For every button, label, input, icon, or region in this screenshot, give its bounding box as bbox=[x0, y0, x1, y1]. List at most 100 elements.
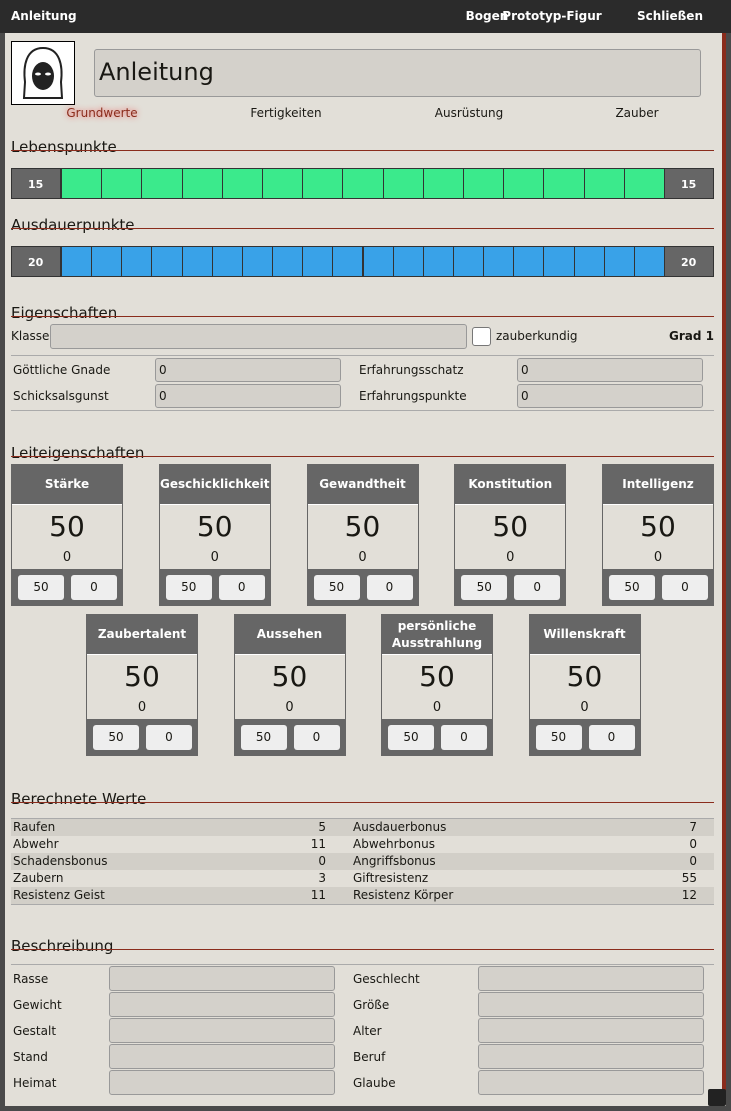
attribute-bonus[interactable]: 0 bbox=[71, 575, 117, 600]
bar-box[interactable] bbox=[61, 168, 103, 199]
class-input[interactable] bbox=[50, 324, 467, 349]
attribute-card: Stärke 50 0 50 0 bbox=[11, 464, 123, 606]
tab[interactable]: Fertigkeiten bbox=[250, 106, 322, 120]
attribute-base[interactable]: 50 bbox=[165, 575, 212, 600]
attribute-base[interactable]: 50 bbox=[461, 575, 508, 600]
bar-box[interactable] bbox=[101, 168, 143, 199]
attribute-card: persönliche Ausstrahlung 50 0 50 0 bbox=[381, 614, 493, 756]
computed-value: 7 bbox=[689, 820, 697, 834]
bar-box[interactable] bbox=[503, 168, 545, 199]
header-button[interactable]: Prototyp-Figur bbox=[502, 9, 602, 23]
description-input[interactable] bbox=[109, 1070, 335, 1095]
computed-label: Abwehrbonus bbox=[353, 837, 435, 851]
attribute-base[interactable]: 50 bbox=[93, 725, 139, 750]
attribute-bonus[interactable]: 0 bbox=[146, 725, 192, 750]
attribute-mod: 0 bbox=[62, 550, 72, 565]
description-label: Geschlecht bbox=[353, 972, 420, 986]
attribute-bonus[interactable]: 0 bbox=[293, 725, 340, 750]
bar-box[interactable] bbox=[463, 168, 505, 199]
bar-box[interactable] bbox=[302, 246, 334, 277]
bar-box[interactable] bbox=[121, 246, 153, 277]
bar-box[interactable] bbox=[181, 246, 213, 277]
field-input[interactable]: 0 bbox=[155, 358, 341, 382]
checkbox[interactable] bbox=[472, 327, 491, 346]
bar-box[interactable] bbox=[211, 246, 243, 277]
description-label: Glaube bbox=[353, 1076, 396, 1090]
attribute-bonus[interactable]: 0 bbox=[218, 575, 265, 600]
description-input[interactable] bbox=[478, 1044, 704, 1069]
bar-box[interactable] bbox=[543, 168, 585, 199]
description-label: Gestalt bbox=[13, 1024, 57, 1038]
attribute-base[interactable]: 50 bbox=[18, 575, 64, 600]
bar-box[interactable] bbox=[61, 246, 93, 277]
resize-handle[interactable] bbox=[708, 1089, 726, 1106]
bar-box[interactable] bbox=[141, 168, 183, 199]
field-input[interactable]: 0 bbox=[517, 358, 703, 382]
attribute-name: Willenskraft bbox=[529, 615, 640, 655]
description-label: Größe bbox=[353, 998, 390, 1012]
description-input[interactable] bbox=[478, 966, 704, 991]
bar-box[interactable] bbox=[262, 168, 304, 199]
divider bbox=[11, 904, 714, 905]
portrait[interactable] bbox=[11, 41, 75, 105]
tab[interactable]: Ausrüstung bbox=[434, 106, 504, 120]
bar-box[interactable] bbox=[362, 246, 394, 277]
attribute-bonus[interactable]: 0 bbox=[662, 575, 708, 600]
attribute-base[interactable]: 50 bbox=[388, 725, 434, 750]
bar-box[interactable] bbox=[241, 246, 274, 277]
bar-box[interactable] bbox=[392, 246, 424, 277]
bar-box[interactable] bbox=[221, 168, 263, 199]
field-input[interactable]: 0 bbox=[155, 384, 341, 408]
name-input[interactable]: Anleitung bbox=[94, 49, 701, 97]
attribute-bonus[interactable]: 0 bbox=[441, 725, 487, 750]
bar-box[interactable] bbox=[302, 168, 344, 199]
bar-box[interactable] bbox=[452, 246, 485, 277]
attribute-value: 50 bbox=[492, 510, 529, 543]
field-input[interactable]: 0 bbox=[517, 384, 703, 408]
bar-box[interactable] bbox=[513, 246, 545, 277]
bar-box[interactable] bbox=[151, 246, 183, 277]
bar-box[interactable] bbox=[422, 246, 454, 277]
window-title: Anleitung bbox=[11, 9, 77, 23]
attribute-bonus[interactable]: 0 bbox=[366, 575, 413, 600]
bar-box[interactable] bbox=[422, 168, 464, 199]
header-button[interactable]: Schließen bbox=[637, 9, 703, 23]
attribute-card: Willenskraft 50 0 50 0 bbox=[528, 614, 641, 756]
bar-box[interactable] bbox=[272, 246, 304, 277]
description-input[interactable] bbox=[109, 1018, 335, 1043]
bar-box[interactable] bbox=[603, 246, 635, 277]
bar-box[interactable] bbox=[382, 168, 424, 199]
divider bbox=[11, 964, 714, 965]
tab[interactable]: Zauber bbox=[615, 106, 659, 120]
attribute-value: 50 bbox=[49, 510, 85, 543]
description-input[interactable] bbox=[109, 992, 335, 1017]
bar-box[interactable] bbox=[181, 168, 223, 199]
computed-value: 55 bbox=[681, 871, 697, 885]
section-title: Lebenspunkte bbox=[11, 138, 117, 156]
bar-box[interactable] bbox=[583, 168, 625, 199]
description-input[interactable] bbox=[109, 1044, 335, 1069]
attribute-base[interactable]: 50 bbox=[240, 725, 287, 750]
bar-box[interactable] bbox=[573, 246, 605, 277]
attribute-bonus[interactable]: 0 bbox=[588, 725, 635, 750]
description-input[interactable] bbox=[109, 966, 335, 991]
attribute-bonus[interactable]: 0 bbox=[514, 575, 561, 600]
bar-box[interactable] bbox=[623, 168, 665, 199]
attribute-name: Konstitution bbox=[455, 465, 566, 505]
bar-box[interactable] bbox=[342, 168, 384, 199]
bar-box[interactable] bbox=[332, 246, 364, 277]
bar-box[interactable] bbox=[483, 246, 515, 277]
description-input[interactable] bbox=[478, 992, 704, 1017]
computed-label: Ausdauerbonus bbox=[353, 820, 447, 834]
description-input[interactable] bbox=[478, 1018, 704, 1043]
bar-box[interactable] bbox=[543, 246, 575, 277]
header-button[interactable]: Bogen bbox=[465, 9, 509, 23]
description-input[interactable] bbox=[478, 1070, 704, 1095]
bar-box[interactable] bbox=[91, 246, 123, 277]
attribute-base[interactable]: 50 bbox=[609, 575, 655, 600]
attribute-base[interactable]: 50 bbox=[535, 725, 582, 750]
tab[interactable]: Grundwerte bbox=[66, 106, 138, 120]
attribute-base[interactable]: 50 bbox=[313, 575, 360, 600]
bar-box[interactable] bbox=[633, 246, 665, 277]
section-title: Beschreibung bbox=[11, 937, 114, 955]
